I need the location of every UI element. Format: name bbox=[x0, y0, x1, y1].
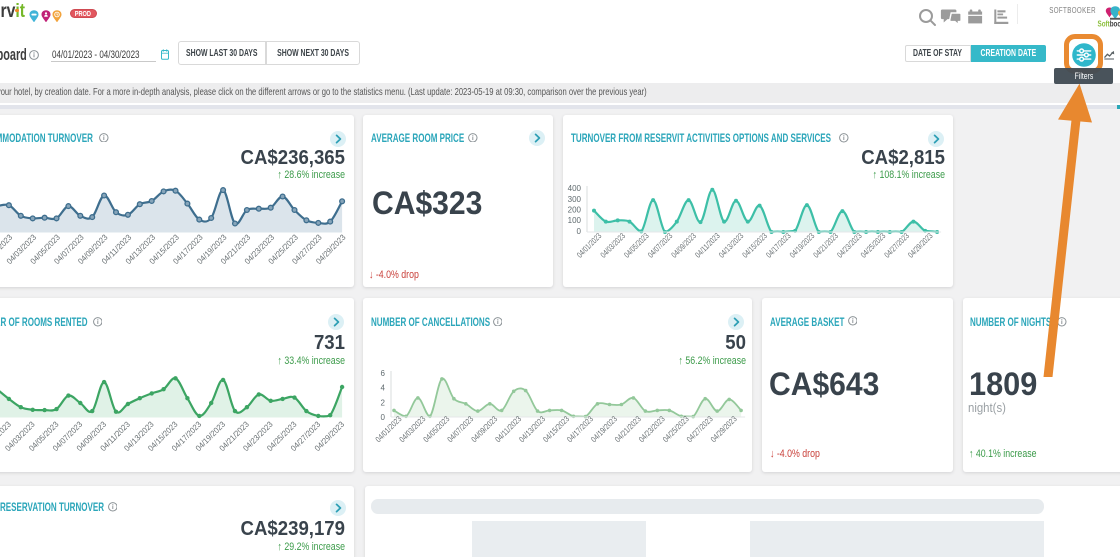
svg-text:04/13/2023: 04/13/2023 bbox=[717, 231, 746, 260]
svg-text:04/09/2023: 04/09/2023 bbox=[670, 231, 699, 260]
svg-text:6: 6 bbox=[381, 369, 386, 378]
svg-text:04/15/2023: 04/15/2023 bbox=[741, 231, 770, 260]
svg-text:04/17/2023: 04/17/2023 bbox=[764, 231, 793, 260]
svg-text:04/23/2023: 04/23/2023 bbox=[835, 231, 864, 260]
svg-text:04/27/2023: 04/27/2023 bbox=[883, 231, 912, 260]
svg-text:04/29/2023: 04/29/2023 bbox=[906, 231, 935, 260]
svg-text:Softbook: Softbook bbox=[1098, 19, 1120, 28]
svg-text:04/11/2023: 04/11/2023 bbox=[693, 231, 722, 260]
svg-text:4: 4 bbox=[381, 384, 386, 393]
svg-text:04/29/2023: 04/29/2023 bbox=[709, 414, 739, 444]
svg-text:04/05/2023: 04/05/2023 bbox=[622, 231, 651, 260]
svg-text:400: 400 bbox=[568, 184, 582, 193]
svg-text:0: 0 bbox=[577, 227, 582, 236]
svg-text:04/07/2023: 04/07/2023 bbox=[646, 231, 675, 260]
svg-text:04/19/2023: 04/19/2023 bbox=[788, 231, 817, 260]
svg-text:0: 0 bbox=[381, 413, 386, 422]
svg-text:200: 200 bbox=[568, 206, 582, 215]
svg-text:2: 2 bbox=[381, 398, 386, 407]
svg-text:04/25/2023: 04/25/2023 bbox=[859, 231, 888, 260]
svg-text:300: 300 bbox=[568, 195, 582, 204]
svg-text:04/21/2023: 04/21/2023 bbox=[812, 231, 841, 260]
svg-text:04/03/2023: 04/03/2023 bbox=[599, 231, 628, 260]
svg-text:100: 100 bbox=[568, 216, 582, 225]
